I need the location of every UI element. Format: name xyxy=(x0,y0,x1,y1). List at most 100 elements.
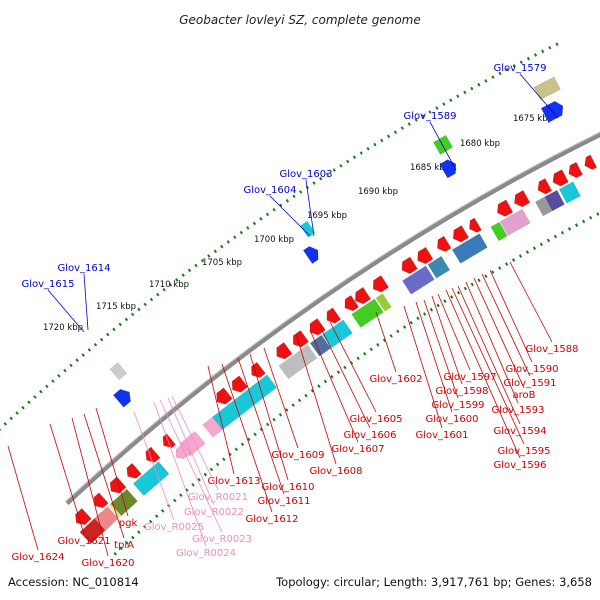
pink-label-1-line xyxy=(167,397,215,506)
red-label-18-line xyxy=(263,347,299,449)
blue-label-3-line xyxy=(269,195,311,237)
gene-block-cyan3 xyxy=(558,181,581,204)
gene-block-grey2 xyxy=(535,195,554,217)
scale-label: 1695 kbp xyxy=(307,211,347,221)
gene-block-steel xyxy=(309,334,332,357)
red-label-2-line xyxy=(481,273,531,377)
gene-red-25 xyxy=(568,161,583,179)
red-label-6-line xyxy=(451,287,525,445)
gene-block-indigo xyxy=(544,189,565,212)
backbone-arc xyxy=(65,131,600,506)
red-label-22-line xyxy=(207,365,235,475)
gene-red-19 xyxy=(452,225,470,243)
pink-label-0: Glov_R0021 xyxy=(188,492,248,503)
gene-red-14 xyxy=(355,286,372,305)
scale-label: 1700 kbp xyxy=(254,235,294,245)
red-label-17: Glov_1608 xyxy=(309,466,362,477)
red-label-18: Glov_1609 xyxy=(271,450,324,461)
red-label-10: Glov_1599 xyxy=(431,400,484,411)
red-label-19-line xyxy=(249,353,289,481)
red-label-16-line xyxy=(309,329,359,443)
gene-red-7 xyxy=(231,375,249,393)
gene-red-26 xyxy=(584,154,598,170)
gene-red-12 xyxy=(326,307,342,324)
red-label-12-line xyxy=(403,305,443,429)
blue-label-4: Glov_1614 xyxy=(57,263,110,274)
red-label-6: Glov_1595 xyxy=(497,446,550,457)
accession-text: Accession: NC_010814 xyxy=(8,575,139,589)
red-label-23-line xyxy=(95,407,129,517)
scale-label: 1720 kbp xyxy=(43,323,83,333)
gene-block-multi xyxy=(499,208,531,236)
blue-label-1: Glov_1589 xyxy=(403,111,456,122)
red-label-19: Glov_1610 xyxy=(261,482,314,493)
gene-block-grey xyxy=(278,344,318,380)
red-label-10-line xyxy=(423,299,459,399)
gene-outer-grey xyxy=(109,362,128,381)
red-label-16: Glov_1607 xyxy=(331,444,384,455)
red-label-26-line xyxy=(49,423,85,535)
red-label-1-line xyxy=(489,269,533,363)
red-label-27-line xyxy=(7,445,39,551)
pink-label-2-line xyxy=(159,399,223,533)
red-label-4: Glov_1593 xyxy=(491,405,544,416)
red-label-23: pgk xyxy=(119,518,138,529)
gene-red-20 xyxy=(469,217,482,233)
gene-block-purple xyxy=(402,265,435,295)
red-label-25-line xyxy=(71,417,109,557)
red-label-13-line xyxy=(375,311,397,373)
gene-outer-green xyxy=(432,134,454,155)
gene-red-5 xyxy=(162,433,176,448)
gene-red-17 xyxy=(417,246,434,265)
gene-red-1 xyxy=(93,492,109,509)
scale-label: 1705 kbp xyxy=(202,258,242,268)
gene-red-6 xyxy=(216,387,233,405)
gene-block-salmon xyxy=(94,506,119,531)
scale-ruler: 1675 kbp 1680 kbp 1685 kbp 1690 kbp 1695 kbp… xyxy=(0,40,600,556)
map-title: Geobacter lovleyi SZ, complete genome xyxy=(179,13,421,27)
backbone-highlight xyxy=(65,131,600,503)
red-label-9: Glov_1598 xyxy=(435,386,488,397)
pink-label-1: Glov_R0022 xyxy=(184,507,244,518)
red-label-13: Glov_1602 xyxy=(369,374,422,385)
red-label-11: Glov_1600 xyxy=(425,414,478,425)
scale-label: 1715 kbp xyxy=(96,302,136,312)
red-label-4-line xyxy=(465,281,519,404)
pink-label-3-line xyxy=(153,401,207,547)
pink-label-0-line xyxy=(171,395,219,491)
gene-block-teal xyxy=(427,255,451,279)
gene-block-steel2 xyxy=(451,233,488,264)
red-label-9-line xyxy=(431,295,463,385)
red-label-22: Glov_1613 xyxy=(207,476,260,487)
red-label-8-line xyxy=(437,293,471,371)
gene-features xyxy=(75,76,598,545)
blue-label-2: Glov_1603 xyxy=(279,169,332,180)
genome-backbone xyxy=(65,131,600,506)
pink-label-4: Glov_R0025 xyxy=(144,522,204,533)
red-label-3-line xyxy=(473,277,525,389)
scale-label: 1675 kbp xyxy=(513,114,553,124)
blue-label-3: Glov_1604 xyxy=(243,185,296,196)
red-label-15: Glov_1606 xyxy=(343,430,396,441)
blue-label-1-line xyxy=(429,121,457,171)
red-label-3: aroB xyxy=(513,390,536,401)
red-label-7: Glov_1596 xyxy=(493,460,546,471)
gene-pink-arrow xyxy=(175,443,191,459)
red-label-8: Glov_1597 xyxy=(443,372,496,383)
red-label-24: tpiA xyxy=(114,540,134,551)
scale-label: 1710 kbp xyxy=(149,280,189,290)
red-label-0: Glov_1588 xyxy=(525,344,578,355)
red-label-11-line xyxy=(415,301,453,413)
red-label-27: Glov_1624 xyxy=(11,552,64,563)
blue-label-5: Glov_1615 xyxy=(21,279,74,290)
red-label-5: Glov_1594 xyxy=(493,426,546,437)
blue-label-0-line xyxy=(519,73,559,119)
pink-label-4-line xyxy=(133,411,175,521)
red-label-21-line xyxy=(221,363,273,513)
gene-red-2 xyxy=(109,476,127,494)
gene-red-3 xyxy=(126,462,142,479)
gene-red-10 xyxy=(292,330,309,348)
red-label-17-line xyxy=(295,333,337,465)
